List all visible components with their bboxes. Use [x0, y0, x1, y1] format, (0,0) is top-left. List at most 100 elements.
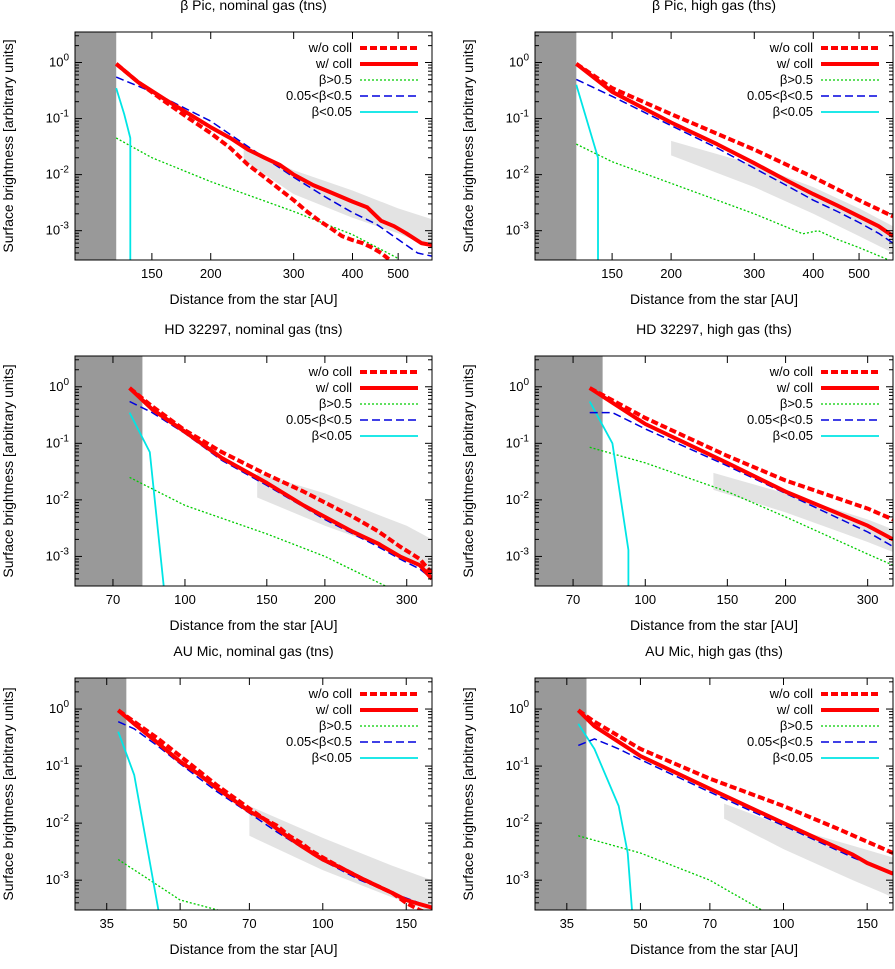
x-axis-label: Distance from the star [AU]	[630, 941, 798, 957]
y-tick-label: 10-3	[506, 870, 530, 887]
legend-label-4: 0.05<β<0.5	[286, 734, 352, 749]
x-tick-label: 150	[856, 916, 878, 931]
grey-zone	[535, 32, 577, 260]
x-tick-label: 300	[283, 266, 305, 281]
x-axis-label: Distance from the star [AU]	[630, 617, 798, 633]
x-tick-label: 35	[99, 916, 113, 931]
legend-label-2: w/ coll	[776, 56, 813, 71]
series-line-5	[115, 87, 132, 260]
series-line-2	[576, 708, 893, 876]
y-tick-label: 10-1	[46, 109, 70, 126]
plot-area	[75, 356, 432, 586]
series-line-2	[588, 386, 893, 542]
legend-label-4: 0.05<β<0.5	[747, 412, 813, 427]
chart-panel-5: 100 10-1 10-2 10-3 35 50 70 100 150 AU Mic, nomin…	[0, 643, 433, 957]
legend-label-3: β>0.5	[780, 396, 813, 411]
x-tick-label: 70	[106, 592, 120, 607]
series-line-1	[114, 62, 392, 260]
panel-title: β Pic, nominal gas (tns)	[180, 0, 327, 13]
series-line-3	[129, 476, 386, 586]
legend-label-2: w/ coll	[315, 56, 352, 71]
x-tick-label: 100	[174, 592, 196, 607]
y-tick-label: 10-1	[46, 756, 70, 773]
grey-zone	[535, 678, 587, 910]
plot-frame	[74, 355, 433, 587]
x-tick-label: 200	[314, 592, 336, 607]
y-tick-label: 10-3	[506, 546, 530, 563]
y-axis-label: Surface brightness [arbitrary units]	[0, 39, 16, 252]
y-tick-label: 10-1	[506, 109, 530, 126]
panel-title: HD 32297, high gas (ths)	[636, 321, 792, 337]
x-axis-label: Distance from the star [AU]	[169, 291, 337, 307]
y-tick-label: 10-2	[506, 813, 530, 830]
x-tick-label: 150	[141, 266, 163, 281]
x-tick-label: 300	[396, 592, 418, 607]
chart-panel-4: 100 10-1 10-2 10-3 70 100 150 200 300 HD 32297, h…	[460, 321, 894, 633]
plot-area	[535, 356, 893, 586]
y-tick-label: 10-3	[46, 546, 70, 563]
legend-label-5: β<0.05	[773, 750, 813, 765]
series-line-5	[575, 84, 599, 260]
x-tick-label: 200	[660, 266, 682, 281]
x-tick-label: 500	[848, 266, 870, 281]
series-line-5	[128, 412, 165, 586]
x-axis-label: Distance from the star [AU]	[630, 291, 798, 307]
x-tick-label: 150	[601, 266, 623, 281]
legend-label-2: w/ coll	[315, 702, 352, 717]
x-axis-label: Distance from the star [AU]	[169, 617, 337, 633]
grey-zone	[535, 356, 603, 586]
series-line-2	[116, 708, 432, 910]
shaded-band	[724, 803, 893, 898]
x-tick-label: 70	[242, 916, 256, 931]
legend-label-1: w/o coll	[769, 364, 813, 379]
chart-panel-6: 100 10-1 10-2 10-3 35 50 70 100 150 AU Mic, high …	[460, 643, 894, 957]
y-tick-label: 100	[509, 699, 529, 716]
x-tick-label: 70	[566, 592, 580, 607]
y-tick-label: 10-2	[46, 813, 70, 830]
legend-label-4: 0.05<β<0.5	[747, 734, 813, 749]
y-tick-label: 100	[509, 53, 529, 70]
x-tick-label: 100	[312, 916, 334, 931]
series-line-2	[128, 386, 432, 581]
x-tick-label: 200	[200, 266, 222, 281]
panel-title: AU Mic, high gas (ths)	[645, 643, 783, 659]
series-line-5	[117, 731, 160, 910]
y-tick-label: 10-2	[46, 165, 70, 182]
plot-frame	[534, 355, 894, 587]
series-line-3	[576, 143, 891, 260]
chart-panel-3: 100 10-1 10-2 10-3 70 100 150 200 300 HD 32297, n…	[0, 321, 433, 633]
legend-label-2: w/ coll	[776, 380, 813, 395]
y-axis-label: Surface brightness [arbitrary units]	[460, 364, 476, 577]
series-line-2	[114, 62, 432, 248]
y-tick-label: 10-2	[506, 165, 530, 182]
y-tick-label: 100	[509, 377, 529, 394]
x-tick-label: 150	[395, 916, 417, 931]
legend-label-5: β<0.05	[312, 750, 352, 765]
y-tick-label: 10-2	[46, 490, 70, 507]
x-tick-label: 150	[716, 592, 738, 607]
legend-label-5: β<0.05	[312, 428, 352, 443]
grey-zone	[75, 678, 127, 910]
y-tick-label: 10-1	[506, 756, 530, 773]
legend-label-3: β>0.5	[780, 72, 813, 87]
plot-frame	[534, 31, 894, 261]
series-line-5	[588, 401, 630, 586]
panel-title: β Pic, high gas (ths)	[652, 0, 776, 13]
x-tick-label: 200	[775, 592, 797, 607]
chart-panel-2: 100 10-1 10-2 10-3 150 200 300 400 500 β Pic, hig…	[460, 0, 894, 307]
legend-label-5: β<0.05	[773, 104, 813, 119]
y-tick-label: 10-3	[46, 870, 70, 887]
legend-label-3: β>0.5	[319, 718, 352, 733]
legend-label-1: w/o coll	[308, 40, 352, 55]
plot-area	[75, 678, 432, 910]
legend-label-2: w/ coll	[776, 702, 813, 717]
x-tick-label: 100	[634, 592, 656, 607]
series-line-4	[578, 738, 893, 875]
y-axis-label: Surface brightness [arbitrary units]	[460, 39, 476, 252]
y-tick-label: 100	[49, 699, 69, 716]
series-line-2	[575, 62, 893, 238]
x-tick-label: 400	[342, 266, 364, 281]
